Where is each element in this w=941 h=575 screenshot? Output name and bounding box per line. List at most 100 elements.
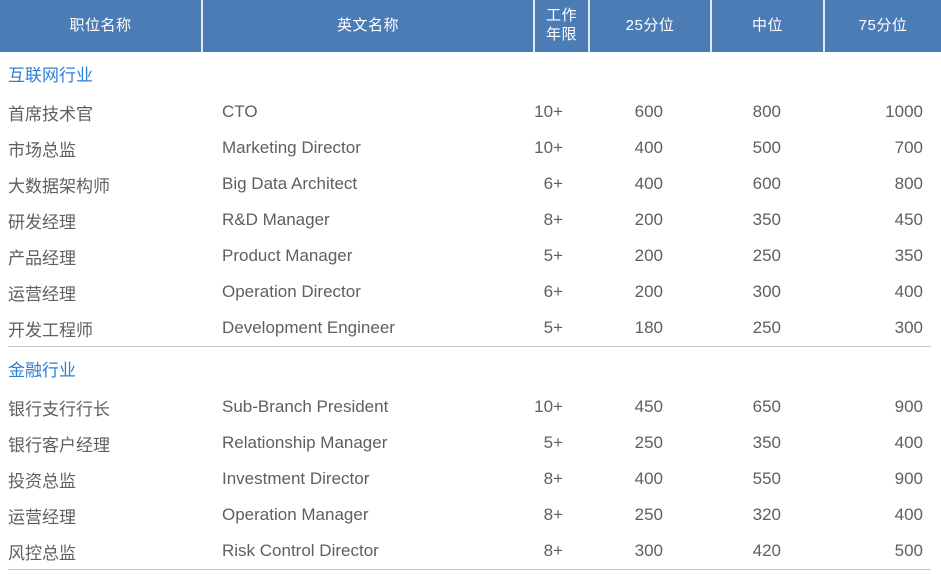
cell-p25: 600	[634, 102, 663, 121]
cell-p25: 400	[634, 174, 663, 193]
column-header-work-years: 工作年限	[533, 0, 588, 52]
column-header-p75: 75分位	[823, 0, 941, 52]
cell-p75: 450	[894, 210, 923, 229]
cell-p75: 900	[894, 397, 923, 416]
cell-english-name: Operation Manager	[222, 505, 369, 524]
cell-position: 市场总监	[8, 140, 76, 160]
cell-p25: 450	[634, 397, 663, 416]
cell-work-years: 5+	[543, 433, 563, 452]
cell-position: 银行支行行长	[8, 399, 110, 419]
cell-position: 运营经理	[8, 284, 76, 304]
cell-median: 300	[752, 282, 781, 301]
section-title-row: 互联网行业	[0, 52, 941, 94]
cell-p75: 350	[894, 246, 923, 265]
cell-p75: 400	[894, 433, 923, 452]
cell-median: 250	[752, 246, 781, 265]
table-row: 运营经理 Operation Director 6+ 200 300 400	[0, 274, 941, 310]
cell-p75: 400	[894, 282, 923, 301]
table-row: 研发经理 R&D Manager 8+ 200 350 450	[0, 202, 941, 238]
cell-median: 250	[752, 318, 781, 337]
cell-position: 运营经理	[8, 507, 76, 527]
cell-position: 产品经理	[8, 248, 76, 268]
table-row: 投资总监 Investment Director 8+ 400 550 900	[0, 461, 941, 497]
column-header-position: 职位名称	[69, 16, 132, 34]
cell-p75: 1000	[885, 102, 923, 121]
cell-english-name: Product Manager	[222, 246, 353, 265]
section-divider	[8, 569, 931, 570]
cell-p25: 400	[634, 469, 663, 488]
cell-position: 开发工程师	[8, 320, 93, 340]
section-divider	[8, 346, 931, 347]
cell-p25: 250	[634, 505, 663, 524]
table-section: 金融行业 银行支行行长 Sub-Branch President 10+ 450…	[0, 347, 941, 570]
cell-p25: 200	[634, 210, 663, 229]
cell-work-years: 5+	[543, 318, 563, 337]
cell-english-name: CTO	[222, 102, 258, 121]
cell-median: 550	[752, 469, 781, 488]
table-header-row: 职位名称 英文名称 工作年限 25分位 中位 75分位	[0, 0, 941, 52]
cell-p25: 300	[634, 541, 663, 560]
cell-english-name: Marketing Director	[222, 138, 361, 157]
cell-english-name: Development Engineer	[222, 318, 395, 337]
section-title: 金融行业	[8, 360, 76, 380]
column-header-median: 中位	[710, 0, 823, 52]
table-row: 市场总监 Marketing Director 10+ 400 500 700	[0, 130, 941, 166]
table-row: 银行支行行长 Sub-Branch President 10+ 450 650 …	[0, 389, 941, 425]
cell-median: 420	[752, 541, 781, 560]
cell-p75: 900	[894, 469, 923, 488]
cell-median: 500	[752, 138, 781, 157]
table-row: 产品经理 Product Manager 5+ 200 250 350	[0, 238, 941, 274]
cell-p25: 250	[634, 433, 663, 452]
cell-position: 风控总监	[8, 543, 76, 563]
cell-p75: 500	[894, 541, 923, 560]
cell-work-years: 6+	[543, 282, 563, 301]
cell-work-years: 10+	[534, 397, 563, 416]
cell-p75: 700	[894, 138, 923, 157]
section-rows: 首席技术官 CTO 10+ 600 800 1000 市场总监 Marketin…	[0, 94, 941, 346]
cell-p75: 300	[894, 318, 923, 337]
cell-p25: 200	[634, 246, 663, 265]
cell-work-years: 10+	[534, 138, 563, 157]
cell-work-years: 10+	[534, 102, 563, 121]
cell-median: 350	[752, 433, 781, 452]
table-row: 运营经理 Operation Manager 8+ 250 320 400	[0, 497, 941, 533]
cell-median: 800	[752, 102, 781, 121]
cell-english-name: Big Data Architect	[222, 174, 358, 193]
cell-position: 投资总监	[8, 471, 76, 491]
cell-median: 350	[752, 210, 781, 229]
cell-english-name: R&D Manager	[222, 210, 330, 229]
section-rows: 银行支行行长 Sub-Branch President 10+ 450 650 …	[0, 389, 941, 569]
cell-english-name: Sub-Branch President	[222, 397, 389, 416]
table-body: 互联网行业 首席技术官 CTO 10+ 600 800 1000 市场总监 Ma…	[0, 52, 941, 570]
cell-work-years: 6+	[543, 174, 563, 193]
section-title: 互联网行业	[8, 65, 93, 85]
cell-english-name: Investment Director	[222, 469, 370, 488]
cell-english-name: Relationship Manager	[222, 433, 388, 452]
cell-position: 大数据架构师	[8, 176, 110, 196]
cell-median: 600	[752, 174, 781, 193]
cell-english-name: Operation Director	[222, 282, 361, 301]
table-row: 银行客户经理 Relationship Manager 5+ 250 350 4…	[0, 425, 941, 461]
cell-median: 650	[752, 397, 781, 416]
cell-position: 银行客户经理	[8, 435, 110, 455]
cell-p25: 400	[634, 138, 663, 157]
table-row: 首席技术官 CTO 10+ 600 800 1000	[0, 94, 941, 130]
cell-work-years: 8+	[543, 469, 563, 488]
cell-work-years: 8+	[543, 541, 563, 560]
table-row: 开发工程师 Development Engineer 5+ 180 250 30…	[0, 310, 941, 346]
cell-p25: 180	[634, 318, 663, 337]
cell-work-years: 8+	[543, 210, 563, 229]
cell-work-years: 8+	[543, 505, 563, 524]
cell-p75: 800	[894, 174, 923, 193]
column-header-p25: 25分位	[588, 0, 710, 52]
cell-english-name: Risk Control Director	[222, 541, 379, 560]
cell-work-years: 5+	[543, 246, 563, 265]
table-row: 风控总监 Risk Control Director 8+ 300 420 50…	[0, 533, 941, 569]
column-header-english-name: 英文名称	[201, 0, 533, 52]
table-row: 大数据架构师 Big Data Architect 6+ 400 600 800	[0, 166, 941, 202]
cell-median: 320	[752, 505, 781, 524]
cell-p25: 200	[634, 282, 663, 301]
cell-position: 研发经理	[8, 212, 76, 232]
table-section: 互联网行业 首席技术官 CTO 10+ 600 800 1000 市场总监 Ma…	[0, 52, 941, 347]
